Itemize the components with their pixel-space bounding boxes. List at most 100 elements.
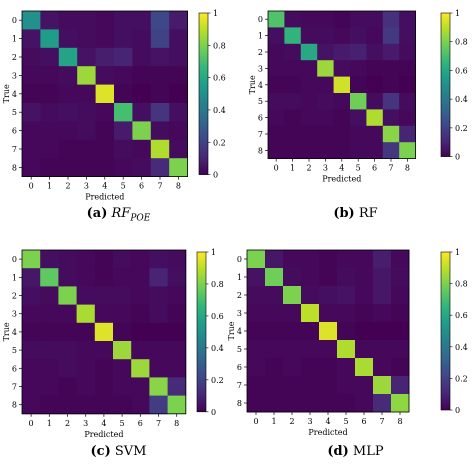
heatmap-a-ytick-4: 4 xyxy=(12,90,17,99)
colorbar-b-tick-1: 0.2 xyxy=(455,124,468,133)
heatmap-b-cell-6-0 xyxy=(268,109,285,127)
heatmap-b-cell-4-0 xyxy=(268,76,285,94)
heatmap-c-xtick-8: 8 xyxy=(174,419,179,428)
heatmap-a-cell-5-3 xyxy=(77,103,96,122)
heatmap-b-cell-3-4 xyxy=(333,60,351,77)
heatmap-b-cell-1-4 xyxy=(333,27,351,45)
heatmap-b-cell-7-3 xyxy=(317,125,334,143)
heatmap-c-cell-4-1 xyxy=(40,322,59,342)
heatmap-d-cell-3-4 xyxy=(319,304,338,323)
colorbar-c xyxy=(196,251,207,413)
colorbar-d-tick-3: 0.6 xyxy=(455,311,468,320)
heatmap-c-xtick-0: 0 xyxy=(29,419,34,428)
heatmap-c-xlabel: Predicted xyxy=(84,430,123,439)
heatmap-b-cell-0-2 xyxy=(300,11,318,28)
heatmap-b-cell-2-7 xyxy=(382,43,400,61)
heatmap-d-cell-0-1 xyxy=(265,250,284,269)
heatmap-c-ytick-5: 5 xyxy=(12,346,17,355)
heatmap-d-cell-2-1 xyxy=(265,286,284,305)
heatmap-a-cell-6-2 xyxy=(58,121,78,141)
heatmap-a-cell-0-1 xyxy=(40,11,60,30)
heatmap-d-cell-5-5 xyxy=(337,340,356,359)
heatmap-c-cell-5-1 xyxy=(40,341,59,360)
heatmap-a-cell-6-3 xyxy=(77,121,96,141)
heatmap-a-cell-6-0 xyxy=(22,121,41,141)
heatmap-c-cell-0-2 xyxy=(58,250,77,269)
heatmap-a-xtick-4: 4 xyxy=(102,182,107,191)
heatmap-a-xtick-5: 5 xyxy=(121,182,126,191)
heatmap-d-ytick-2: 2 xyxy=(237,291,242,300)
heatmap-c-cell-0-3 xyxy=(76,250,96,269)
heatmap-a-cell-5-6 xyxy=(132,103,152,122)
heatmap-d-cell-1-3 xyxy=(301,268,320,287)
heatmap-c-cell-1-5 xyxy=(113,268,132,287)
heatmap-d-cell-6-6 xyxy=(355,358,374,377)
heatmap-c-ytick-4: 4 xyxy=(12,328,17,337)
heatmap-d-cell-5-4 xyxy=(319,340,338,359)
heatmap-b-cell-0-3 xyxy=(317,11,334,28)
heatmap-c-cell-1-4 xyxy=(94,268,114,287)
heatmap-d-xtick-0: 0 xyxy=(253,417,258,426)
heatmap-c-cell-8-8 xyxy=(167,395,187,415)
heatmap-d-xtick-6: 6 xyxy=(361,417,366,426)
heatmap-b-cell-8-7 xyxy=(382,142,400,159)
colorbar-c-tick-0: 0 xyxy=(211,408,216,417)
heatmap-d-cell-2-6 xyxy=(355,286,374,305)
heatmap-d-cell-8-2 xyxy=(283,394,302,413)
heatmap-a-cell-8-8 xyxy=(169,158,188,177)
heatmap-d-cell-5-8 xyxy=(391,340,410,359)
heatmap-a-cell-2-4 xyxy=(95,47,115,67)
heatmap-b-ytick-2: 2 xyxy=(258,48,263,57)
heatmap-a-cell-0-5 xyxy=(114,11,133,30)
heatmap-c-cell-3-2 xyxy=(58,304,77,324)
heatmap-c-cell-2-5 xyxy=(113,286,132,305)
heatmap-c-cell-2-0 xyxy=(22,286,41,305)
heatmap-b-cell-4-6 xyxy=(366,76,384,94)
heatmap-b-xlabel: Predicted xyxy=(322,175,361,184)
heatmap-d-cell-7-5 xyxy=(337,376,356,395)
heatmap-b-cell-7-4 xyxy=(333,125,351,143)
heatmap-d-cell-1-1 xyxy=(265,268,284,287)
heatmap-d-xtick-4: 4 xyxy=(325,417,330,426)
heatmap-c-ytick-8: 8 xyxy=(12,401,17,410)
heatmap-b-ytick-3: 3 xyxy=(258,64,263,73)
heatmap-c-cell-4-3 xyxy=(76,322,96,342)
heatmap-d-cell-6-4 xyxy=(319,358,338,377)
heatmap-c-cell-1-6 xyxy=(131,268,150,287)
heatmap-b-cell-6-6 xyxy=(366,109,384,127)
heatmap-a-cell-8-6 xyxy=(132,158,152,177)
heatmap-b-cell-4-2 xyxy=(300,76,318,94)
heatmap-b-ytick-6: 6 xyxy=(258,114,263,123)
heatmap-a-cell-8-4 xyxy=(95,158,115,177)
heatmap-a-cell-0-0 xyxy=(22,11,41,30)
heatmap-c-cell-4-8 xyxy=(167,322,187,342)
heatmap-b-cell-2-3 xyxy=(317,43,334,61)
heatmap-b-cell-8-6 xyxy=(366,142,384,159)
heatmap-a-cell-3-4 xyxy=(95,66,115,85)
heatmap-b-cell-1-0 xyxy=(268,27,285,45)
heatmap-b-cell-3-7 xyxy=(382,60,400,77)
colorbar-a-tick-1: 0.2 xyxy=(213,138,226,147)
heatmap-c-xtick-1: 1 xyxy=(47,419,52,428)
heatmap-c-cell-2-7 xyxy=(149,286,168,305)
heatmap-a-cell-4-4 xyxy=(95,84,115,104)
heatmap-c-cell-5-0 xyxy=(22,341,41,360)
heatmap-a-cell-6-5 xyxy=(114,121,133,141)
heatmap-c-cell-1-2 xyxy=(58,268,77,287)
heatmap-a-cell-8-2 xyxy=(58,158,78,177)
heatmap-c-cell-1-1 xyxy=(40,268,59,287)
colorbar-a-tick-5: 1 xyxy=(213,9,218,18)
heatmap-a-cell-1-7 xyxy=(150,29,170,49)
heatmap-a-cell-3-7 xyxy=(150,66,170,85)
heatmap-c-ytick-6: 6 xyxy=(12,364,17,373)
heatmap-a-cell-6-7 xyxy=(150,121,170,141)
heatmap-d-cell-3-8 xyxy=(391,304,410,323)
heatmap-c-cell-2-4 xyxy=(94,286,114,305)
caption-c-label: (c) xyxy=(90,444,111,459)
heatmap-c-cell-6-6 xyxy=(131,359,150,378)
heatmap-b-cell-7-6 xyxy=(366,125,384,143)
heatmap-d-cell-1-6 xyxy=(355,268,374,287)
heatmap-b-ytick-0: 0 xyxy=(258,15,263,24)
heatmap-b: 0 1 2 3 4 5 6 7 8 0 1 2 3 4 5 6 7 8 Predicted True 0 0.2 0.4 0.… xyxy=(248,9,468,184)
caption-a-name: RFPOE xyxy=(112,206,151,224)
